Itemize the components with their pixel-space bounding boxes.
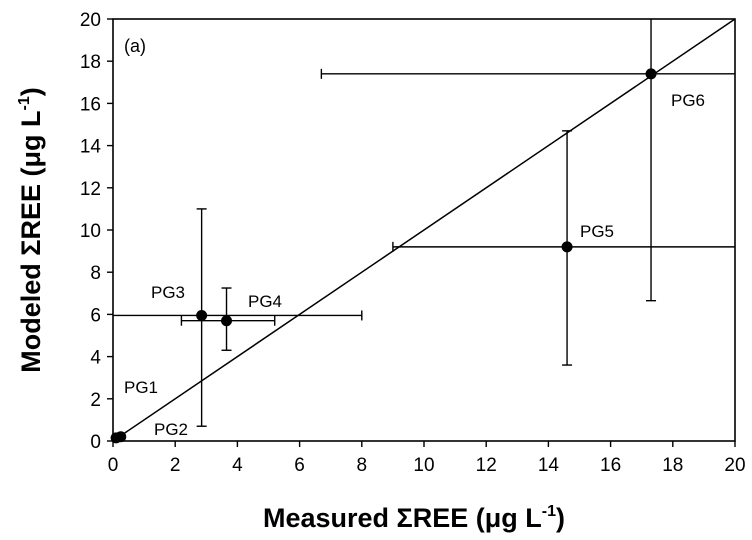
x-axis-title-tail: ) — [556, 503, 565, 533]
axes: 0 2 4 6 8 10 12 14 16 18 20 0 2 4 6 8 10 12 14 16 18 20 — [80, 10, 746, 476]
x-axis-title: Measured ΣREE (μg L-1) — [263, 503, 565, 533]
data-series: PG1 PG2 PG3 PG4 PG5 PG6 — [110, 18, 736, 444]
x-tick-label: 2 — [170, 455, 181, 476]
y-tick-label: 2 — [90, 390, 101, 411]
y-tick-label: 8 — [90, 263, 101, 284]
point-label-pg2: PG2 — [154, 420, 188, 439]
point-label-pg3: PG3 — [151, 283, 185, 302]
y-axis-title: Modeled ΣREE (μg L-1) — [16, 87, 46, 372]
y-axis-title-sup: -1 — [16, 96, 33, 110]
x-tick-label: 6 — [294, 455, 305, 476]
data-point-pg4 — [221, 315, 233, 327]
x-tick-label: 18 — [662, 455, 683, 476]
y-tick-label: 0 — [90, 432, 101, 453]
data-point-pg2 — [115, 431, 127, 443]
y-axis-title-tail: ) — [16, 87, 46, 96]
data-point-pg6 — [645, 68, 657, 80]
y-axis-title-main: Modeled ΣREE (μg L — [16, 111, 46, 373]
y-tick-label: 6 — [90, 305, 101, 326]
x-tick-label: 0 — [108, 455, 119, 476]
y-tick-label: 4 — [90, 348, 101, 369]
x-tick-label: 14 — [538, 455, 560, 476]
x-tick-label: 12 — [476, 455, 497, 476]
x-tick-label: 16 — [600, 455, 621, 476]
y-tick-label: 12 — [80, 179, 101, 200]
x-tick-label: 20 — [724, 455, 745, 476]
panel-label: (a) — [124, 36, 146, 56]
x-tick-label: 4 — [232, 455, 243, 476]
x-tick-label: 8 — [357, 455, 368, 476]
y-tick-label: 20 — [80, 10, 101, 31]
y-tick-label: 16 — [80, 94, 101, 115]
x-axis-title-main: Measured ΣREE (μg L — [263, 503, 542, 533]
x-axis-title-sup: -1 — [542, 503, 556, 520]
point-label-pg6: PG6 — [671, 91, 705, 110]
point-label-pg5: PG5 — [580, 222, 614, 241]
point-label-pg4: PG4 — [248, 292, 282, 311]
y-tick-label: 18 — [80, 52, 101, 73]
point-label-pg1: PG1 — [124, 378, 158, 397]
y-tick-label: 10 — [80, 221, 101, 242]
one-to-one-line — [112, 18, 736, 442]
data-point-pg5 — [561, 241, 573, 253]
data-point-pg3 — [196, 309, 208, 321]
y-tick-label: 14 — [80, 137, 102, 158]
x-tick-label: 10 — [413, 455, 434, 476]
